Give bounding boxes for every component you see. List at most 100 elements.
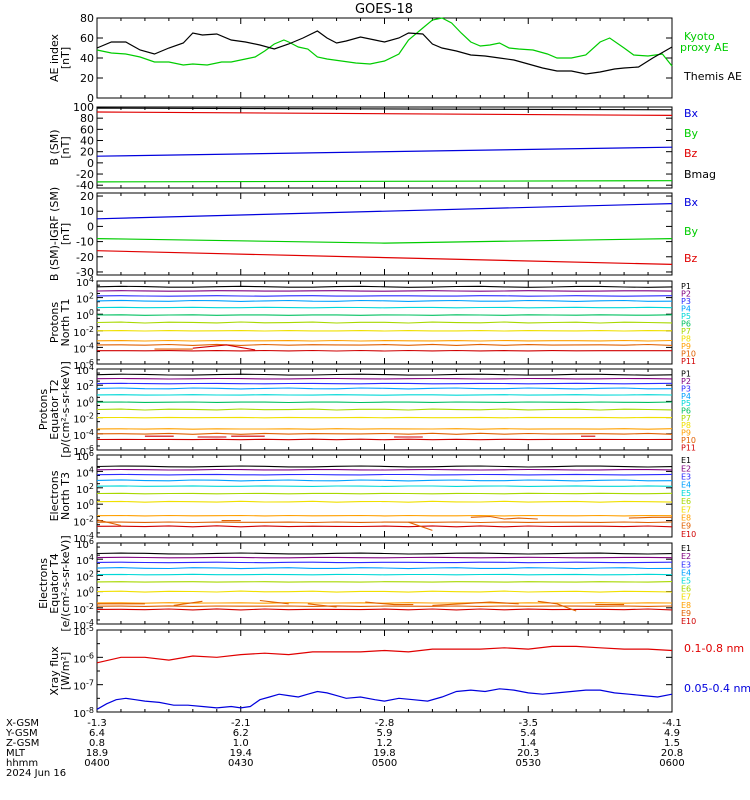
panel-frame (96, 106, 673, 189)
y-tick-label: 100 (76, 586, 94, 600)
legend-channel-p5: P5 (681, 312, 691, 321)
channel-line-p3 (96, 295, 673, 297)
y-axis-label: AE index[nT] (48, 33, 72, 82)
legend-channel-p6: P6 (681, 320, 691, 329)
channel-line-p7 (96, 408, 673, 411)
channel-line-e7 (96, 500, 673, 503)
y-tick-label: 40 (80, 135, 94, 148)
ephemeris-value: 0600 (659, 758, 684, 769)
ephemeris-row-label: MLT (6, 748, 26, 759)
y-tick-label: 10-2 (73, 325, 94, 339)
series-line-bx (96, 203, 673, 220)
channel-fragment (96, 519, 122, 527)
y-tick-label: -30 (76, 266, 94, 279)
y-tick-label: 10-4 (73, 341, 94, 355)
y-tick-label: 104 (76, 553, 94, 567)
legend-channel-e3: E3 (681, 560, 691, 569)
channel-line-p11 (96, 438, 673, 441)
y-tick-label: 80 (80, 112, 94, 125)
y-axis-label: ElectronsEquator T4[e/(cm²-s-sr-keV)] (37, 535, 72, 631)
channel-line-e3 (96, 473, 673, 476)
y-tick-label: 104 (76, 275, 94, 289)
channel-line-e10 (96, 525, 673, 528)
legend-channel-e1: E1 (681, 456, 691, 465)
chart-title: GOES-18 (355, 2, 413, 17)
y-tick-label: 10-2 (73, 602, 94, 616)
y-tick-label: 10-2 (73, 515, 94, 529)
channel-line-p3 (96, 382, 673, 385)
legend-channel-e9: E9 (681, 522, 691, 531)
ephemeris-value: 19.4 (230, 748, 252, 759)
y-tick-label: 10-8 (73, 706, 94, 720)
y-tick-label: 106 (76, 449, 94, 463)
y-axis-label: ProtonsEquator T2[p/(cm²-s-sr-keV)] (37, 361, 72, 458)
legend-channel-p5: P5 (681, 399, 691, 408)
y-axis-label: B (SM)-IGRF (SM)[nT] (48, 187, 72, 281)
legend-channel-p11: P11 (681, 443, 696, 452)
legend-channel-p10: P10 (681, 350, 696, 359)
channel-line-e8 (96, 602, 673, 604)
y-tick-label: 102 (76, 569, 94, 583)
panel-frame (96, 542, 673, 625)
ephemeris-value: 5.9 (377, 728, 393, 739)
channel-line-p4 (96, 387, 673, 390)
legend-channel-p2: P2 (681, 289, 691, 298)
y-tick-label: 0 (87, 220, 94, 233)
legend-channel-p8: P8 (681, 335, 691, 344)
channel-line-e6 (96, 492, 673, 495)
legend-entry: Bx (684, 196, 699, 209)
legend-channel-e5: E5 (681, 576, 691, 585)
y-tick-label: 20 (80, 72, 94, 85)
y-tick-label: 60 (80, 32, 94, 45)
y-tick-label: 10-6 (73, 444, 94, 458)
legend-channel-e4: E4 (681, 481, 691, 490)
y-tick-label: -10 (76, 236, 94, 249)
legend-channel-e1: E1 (681, 544, 691, 553)
channel-line-e1 (96, 552, 673, 555)
y-tick-label: 100 (76, 395, 94, 409)
ephemeris-value: -2.8 (375, 718, 395, 729)
y-tick-label: 100 (76, 498, 94, 512)
y-tick-label: 100 (73, 101, 94, 114)
y-tick-label: 10 (80, 205, 94, 218)
ephemeris-row-label: hhmm (6, 758, 38, 769)
y-tick-label: -40 (76, 179, 94, 192)
channel-line-p9 (96, 339, 673, 342)
channel-line-p6 (96, 314, 673, 316)
ephemeris-value: 19.8 (373, 748, 395, 759)
y-tick-label: 60 (80, 123, 94, 136)
series-line-0-05-0-4-nm (96, 688, 673, 710)
y-tick-label: 0 (87, 92, 94, 105)
legend-channel-e6: E6 (681, 585, 691, 594)
channel-line-p11 (97, 349, 672, 352)
legend-channel-e3: E3 (681, 473, 691, 482)
series-line-bmag (96, 107, 673, 111)
legend-channel-p7: P7 (681, 414, 691, 423)
channel-fragment (470, 515, 538, 520)
y-tick-label: 102 (76, 482, 94, 496)
legend-channel-p8: P8 (681, 421, 691, 430)
legend-entry: Bmag (684, 168, 716, 181)
legend-channel-e9: E9 (681, 609, 691, 618)
legend-channel-e5: E5 (681, 489, 691, 498)
legend-channel-p2: P2 (681, 377, 691, 386)
ephemeris-value: 1.5 (664, 738, 680, 749)
legend-channel-p10: P10 (681, 436, 696, 445)
channel-line-p4 (96, 299, 673, 302)
legend-channel-p7: P7 (681, 327, 691, 336)
channel-line-e6 (96, 581, 673, 583)
legend-channel-e10: E10 (681, 530, 696, 539)
channel-line-e5 (96, 485, 673, 487)
legend-channel-e10: E10 (681, 617, 696, 626)
ephemeris-value: 18.9 (86, 748, 108, 759)
channel-line-p1 (96, 373, 673, 376)
legend-channel-p6: P6 (681, 407, 691, 416)
channel-fragment (432, 601, 519, 606)
channel-line-e2 (96, 468, 673, 471)
